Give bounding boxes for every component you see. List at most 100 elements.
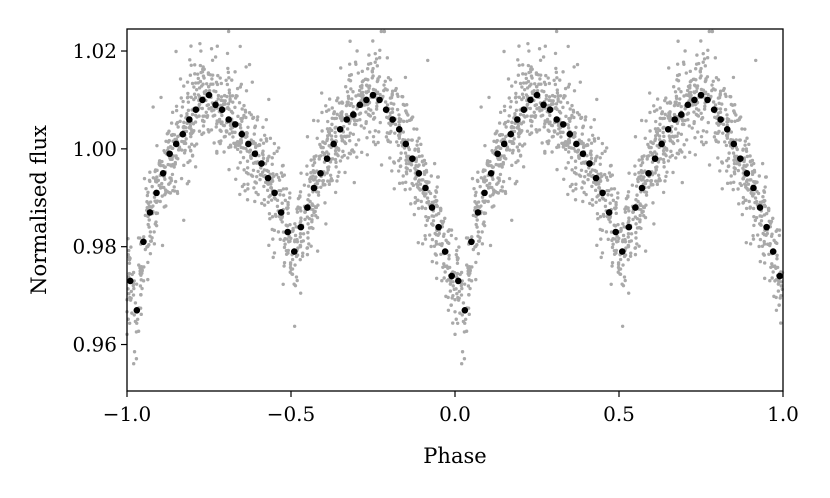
raw-point (745, 154, 750, 159)
raw-point (505, 145, 510, 150)
raw-point (526, 63, 531, 68)
raw-point (416, 185, 420, 189)
raw-point (685, 112, 689, 116)
raw-point (312, 155, 316, 159)
raw-point (668, 101, 673, 105)
raw-point (673, 90, 678, 94)
raw-point (728, 94, 732, 99)
raw-point (627, 216, 631, 220)
raw-point (583, 118, 587, 122)
raw-point (351, 132, 356, 137)
raw-point (510, 120, 514, 125)
raw-point (159, 95, 163, 100)
raw-point (547, 95, 552, 99)
binned-point (454, 277, 462, 285)
raw-point (225, 51, 230, 56)
raw-point (146, 190, 150, 195)
raw-point (613, 237, 617, 241)
raw-point (282, 261, 287, 265)
raw-point (500, 185, 504, 189)
raw-point (555, 76, 559, 80)
raw-point (744, 185, 748, 189)
raw-point (305, 164, 309, 168)
raw-point (626, 190, 631, 194)
raw-point (173, 160, 177, 165)
raw-point (197, 129, 202, 133)
raw-point (434, 253, 438, 257)
raw-point (490, 148, 494, 153)
raw-point (653, 171, 657, 175)
raw-point (612, 187, 617, 191)
raw-point (365, 67, 370, 71)
raw-point (319, 145, 323, 149)
raw-point (315, 179, 319, 184)
raw-point (479, 176, 484, 180)
raw-point (521, 63, 525, 67)
raw-point (348, 39, 352, 43)
raw-point (752, 179, 756, 184)
raw-point (152, 242, 157, 246)
raw-point (558, 130, 563, 135)
raw-point (733, 167, 737, 171)
raw-point (543, 149, 547, 154)
binned-point (409, 155, 416, 162)
raw-point (510, 84, 514, 88)
raw-point (661, 130, 665, 135)
raw-point (185, 80, 190, 84)
raw-point (393, 122, 398, 127)
raw-point (514, 108, 519, 113)
raw-point (468, 286, 472, 291)
raw-point (189, 149, 193, 153)
raw-point (375, 64, 380, 68)
raw-point (448, 289, 453, 293)
raw-point (682, 143, 686, 147)
raw-point (635, 216, 640, 221)
raw-point (573, 198, 578, 202)
raw-point (467, 293, 471, 297)
raw-point (426, 199, 431, 204)
raw-point (434, 276, 439, 281)
raw-point (556, 99, 560, 103)
raw-point (246, 187, 250, 191)
raw-point (767, 252, 771, 256)
raw-point (349, 87, 353, 91)
raw-point (508, 105, 513, 109)
raw-point (215, 122, 219, 126)
binned-point (645, 170, 652, 177)
raw-point (163, 188, 168, 192)
raw-point (616, 261, 621, 265)
raw-point (644, 119, 648, 123)
raw-point (654, 152, 659, 156)
raw-point (184, 129, 189, 134)
raw-point (330, 137, 334, 142)
raw-point (416, 240, 420, 245)
binned-point (310, 184, 318, 192)
raw-point (756, 233, 760, 237)
raw-point (230, 130, 235, 135)
raw-point (226, 66, 230, 71)
raw-point (424, 223, 428, 228)
raw-point (415, 127, 419, 131)
raw-point (515, 179, 519, 184)
raw-point (512, 129, 517, 134)
binned-point (264, 174, 272, 182)
raw-point (760, 214, 764, 218)
y-axis-label: Normalised flux (27, 125, 51, 295)
raw-point (178, 119, 182, 124)
raw-point (585, 153, 589, 158)
raw-point (518, 153, 523, 158)
raw-point (504, 156, 508, 161)
raw-point (211, 82, 215, 86)
raw-point (432, 161, 437, 166)
raw-point (148, 251, 153, 256)
raw-point (404, 180, 408, 184)
raw-point (644, 190, 649, 194)
raw-point (446, 277, 451, 282)
raw-point (563, 147, 568, 152)
raw-point (450, 296, 454, 300)
raw-point (284, 187, 289, 191)
raw-point (564, 114, 568, 119)
raw-point (325, 171, 329, 175)
raw-point (655, 182, 660, 187)
raw-point (687, 124, 691, 128)
